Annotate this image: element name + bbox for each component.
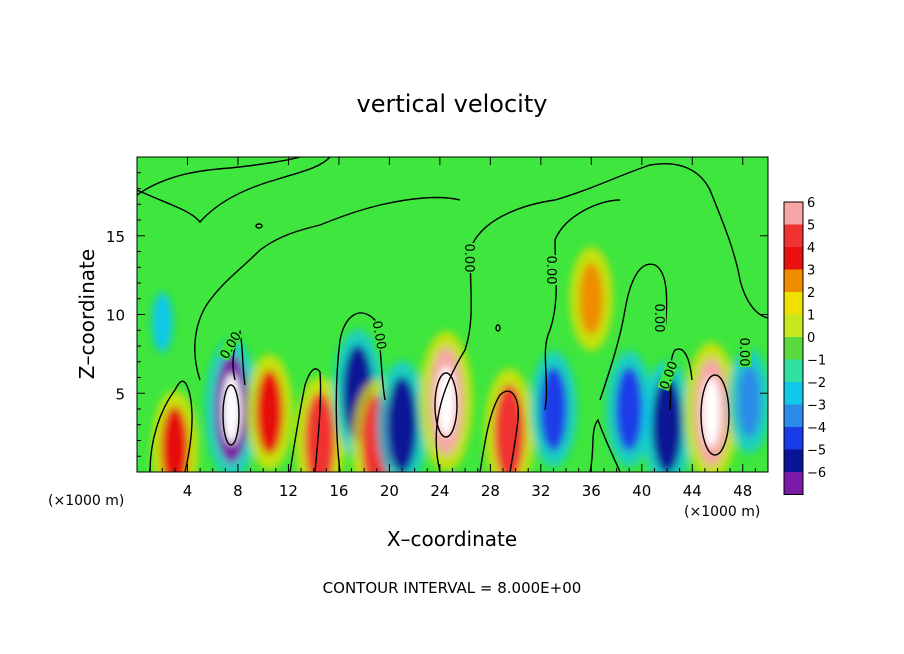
- contour-closed: [700, 374, 730, 456]
- colorbar-swatch: [784, 359, 803, 382]
- x-axis-label: X–coordinate: [387, 527, 517, 551]
- contour-line: [335, 312, 386, 472]
- contour-line: [435, 163, 768, 472]
- y-axis: 5 10 15: [106, 172, 768, 457]
- y-tick-label: 5: [115, 385, 125, 403]
- colorbar-label: 4: [807, 241, 815, 256]
- x-tick-label: 32: [531, 482, 550, 500]
- colorbar-swatch: [784, 404, 803, 427]
- contour-label-bg: [464, 243, 476, 273]
- colorbar-swatch: [784, 314, 803, 337]
- contour-line: [289, 368, 322, 472]
- contour-closed: [434, 372, 458, 438]
- x-unit-left: (×1000 m): [48, 493, 124, 509]
- velocity-cell: [579, 262, 604, 335]
- contour-closed: [222, 384, 240, 446]
- plot-area: 0.00 0.000.00 0.000.000.000.00: [137, 157, 768, 472]
- contour-line: [137, 157, 301, 196]
- contour-closed: [255, 223, 263, 229]
- colorbar-swatch: [784, 382, 803, 405]
- colorbar: 6 5 4 3 2 1 0 −1 −2 −3 −4 −5 −6: [783, 196, 826, 495]
- contour-label: 0.00: [736, 338, 751, 367]
- colorbar-label: 5: [807, 219, 815, 234]
- y-axis-label: Z–coordinate: [75, 249, 99, 379]
- x-tick-label: 44: [683, 482, 702, 500]
- contour-line: [194, 196, 461, 381]
- velocity-cell: [161, 406, 189, 472]
- colorbar-label: 1: [807, 309, 815, 324]
- chart-title: vertical velocity: [357, 90, 548, 118]
- velocity-cell: [652, 376, 683, 472]
- contour-line: [232, 329, 246, 386]
- contour-label: 0.00: [369, 320, 389, 351]
- velocity-core: [437, 366, 456, 437]
- x-unit-right: (×1000 m): [684, 504, 760, 520]
- colorbar-swatch: [784, 472, 803, 495]
- contour-label-bg: [546, 255, 558, 285]
- colorbar-label: −4: [807, 421, 826, 436]
- colorbar-label: −2: [807, 376, 826, 391]
- colorbar-label: 3: [807, 264, 815, 279]
- contour-line: [137, 157, 331, 224]
- contour-label-bg: [217, 329, 243, 361]
- contour-line: [669, 348, 693, 411]
- colorbar-label: 2: [807, 286, 815, 301]
- x-tick-label: 20: [380, 482, 399, 500]
- velocity-cell: [540, 367, 567, 451]
- x-tick-label: 40: [632, 482, 651, 500]
- y-tick-label: 10: [106, 307, 125, 325]
- colorbar-label: 6: [807, 196, 815, 211]
- colorbar-label: −5: [807, 444, 826, 459]
- contour-label-bg: [371, 319, 389, 351]
- contour-label-bg: [657, 358, 679, 392]
- contour-line: [599, 263, 668, 401]
- colorbar-label: −6: [807, 466, 826, 481]
- x-tick-label: 48: [733, 482, 752, 500]
- x-tick-label: 12: [279, 482, 298, 500]
- x-tick-label: 16: [329, 482, 348, 500]
- colorbar-swatch: [784, 427, 803, 450]
- velocity-cell: [152, 292, 173, 353]
- velocity-cell: [494, 384, 525, 472]
- contour-label: 0.00: [543, 256, 558, 285]
- contour-label: 0.00: [651, 304, 666, 333]
- velocity-core: [702, 377, 721, 448]
- velocity-cell: [387, 376, 418, 472]
- colorbar-swatch: [784, 247, 803, 270]
- contour-line: [589, 418, 621, 472]
- velocity-cell: [256, 370, 283, 455]
- contour-line: [479, 390, 519, 472]
- x-axis: 4 8 12 16 20 24 28 32 36 40 44 48: [149, 157, 756, 500]
- colorbar-label: −1: [807, 354, 826, 369]
- velocity-cell: [615, 367, 643, 451]
- velocity-cell: [737, 365, 761, 438]
- x-tick-label: 28: [481, 482, 500, 500]
- contour-closed: [495, 324, 501, 332]
- colorbar-swatch: [784, 337, 803, 360]
- colorbar-swatch: [784, 202, 803, 225]
- colorbar-frame: [783, 201, 804, 495]
- velocity-cell: [304, 392, 335, 472]
- colorbar-label: 0: [807, 331, 815, 346]
- contour-label: 0.00: [461, 244, 476, 273]
- contour-label-bg: [739, 337, 751, 367]
- velocity-field: [151, 246, 768, 472]
- contour-interval-note: CONTOUR INTERVAL = 8.000E+00: [323, 579, 582, 597]
- colorbar-swatch: [784, 224, 803, 247]
- x-tick-label: 4: [183, 482, 193, 500]
- contour-label-bg: [654, 303, 666, 333]
- y-tick-label: 15: [106, 228, 125, 246]
- x-tick-label: 36: [582, 482, 601, 500]
- colorbar-swatch: [784, 269, 803, 292]
- x-tick-label: 24: [430, 482, 449, 500]
- x-tick-label: 8: [233, 482, 243, 500]
- colorbar-label: −3: [807, 399, 826, 414]
- colorbar-swatch: [784, 449, 803, 472]
- contour-line: [149, 380, 193, 472]
- colorbar-swatch: [784, 292, 803, 315]
